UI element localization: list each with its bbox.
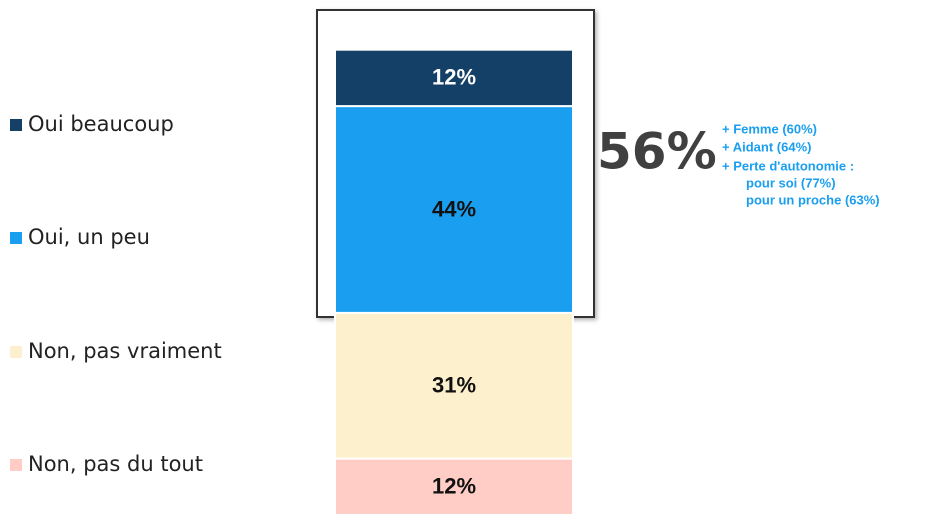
total-annotation: 56% bbox=[597, 123, 717, 181]
note: pour soi (77%) bbox=[746, 175, 836, 190]
bar-segment bbox=[334, 457, 574, 517]
data-label: 12% bbox=[432, 474, 476, 499]
bar-segment bbox=[334, 105, 574, 314]
legend-swatch bbox=[10, 119, 22, 131]
legend-swatch bbox=[10, 346, 22, 358]
data-label: 12% bbox=[432, 65, 476, 90]
legend-swatch bbox=[10, 232, 22, 244]
legend-swatch bbox=[10, 459, 22, 471]
data-label: 44% bbox=[432, 196, 476, 221]
legend-label: Oui, un peu bbox=[28, 225, 150, 249]
note: + Femme (60%) bbox=[722, 121, 817, 136]
legend-label: Oui beaucoup bbox=[28, 112, 174, 136]
note: pour un proche (63%) bbox=[746, 192, 880, 207]
note: + Perte d'autonomie : bbox=[722, 158, 854, 173]
legend-label: Non, pas du tout bbox=[28, 452, 203, 476]
legend-label: Non, pas vraiment bbox=[28, 339, 222, 363]
note: + Aidant (64%) bbox=[722, 139, 811, 154]
bar-segment bbox=[334, 48, 574, 108]
data-label: 31% bbox=[432, 373, 476, 398]
